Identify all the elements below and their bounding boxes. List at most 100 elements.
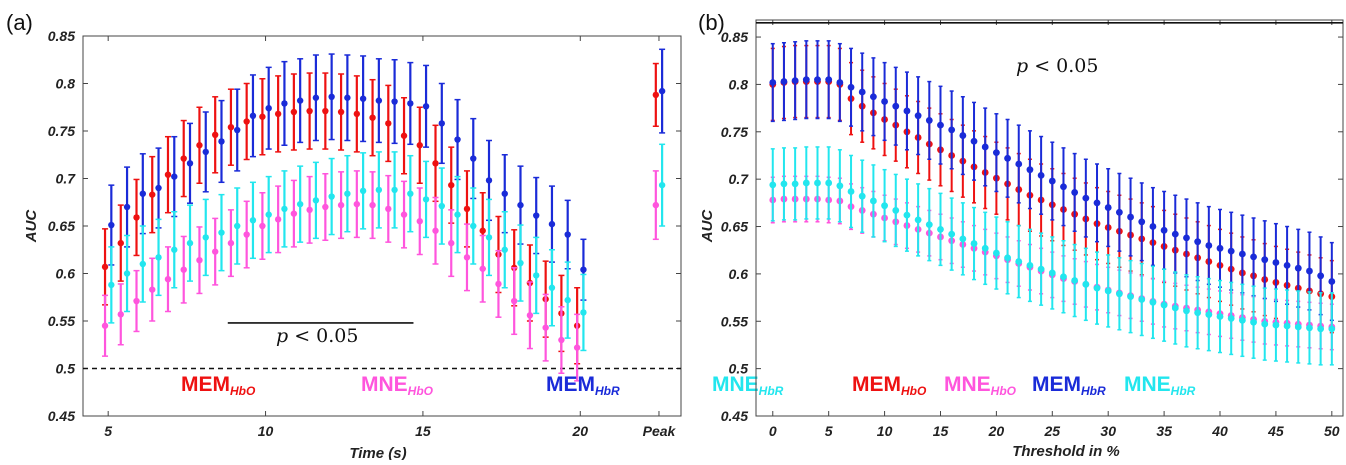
panel-b-ytick-label: 0.85 bbox=[721, 29, 748, 45]
panel-a-ytick-label: 0.45 bbox=[48, 408, 75, 424]
panel-a-data-point bbox=[218, 138, 225, 145]
panel-a-data-point bbox=[548, 220, 556, 228]
panel-b-ytick-label: 0.7 bbox=[729, 171, 750, 187]
panel-a-data-point bbox=[337, 108, 345, 116]
panel-b-data-point bbox=[992, 249, 1000, 257]
panel-b-data-point bbox=[914, 216, 922, 224]
panel-a-data-point bbox=[407, 190, 414, 197]
panel-b-data-point bbox=[1071, 277, 1079, 284]
panel-a-xtick-label: 20 bbox=[571, 423, 588, 439]
panel-a-data-point bbox=[202, 234, 209, 241]
panel-a-data-point bbox=[416, 218, 423, 225]
panel-b-data-point bbox=[1093, 199, 1101, 207]
panel-a-data-point bbox=[155, 184, 162, 192]
panel-b-data-point bbox=[1104, 287, 1112, 295]
panel-b-data-point bbox=[1250, 318, 1257, 326]
panel-b-label: (b) bbox=[698, 10, 725, 35]
panel-a-peak-point bbox=[658, 181, 666, 189]
panel-b-data-point bbox=[825, 76, 833, 84]
panel-a-data-point bbox=[526, 312, 534, 319]
panel-b-data-point bbox=[836, 182, 844, 190]
panel-a-data-point bbox=[211, 248, 219, 255]
panel-b-xtick-label: 10 bbox=[877, 423, 893, 439]
panel-a-data-point bbox=[479, 265, 486, 272]
panel-b-data-point bbox=[1238, 250, 1246, 258]
panel-a-data-point bbox=[375, 186, 383, 194]
panel-b-data-point bbox=[959, 132, 967, 139]
panel-a-data-point bbox=[171, 173, 178, 180]
panel-a-x-axis-label: Time (s) bbox=[349, 445, 406, 460]
panel-a-marks: 0.45 0.5 0.55 0.6 0.65 0.7 0.75 0.8 0.85 5 10 15 20 P… bbox=[48, 28, 784, 439]
panel-b-data-point bbox=[1250, 253, 1257, 261]
panel-b-data-point bbox=[1104, 204, 1112, 211]
panel-a-data-point bbox=[227, 124, 235, 131]
panel-a-ytick-label: 0.8 bbox=[56, 76, 76, 92]
panel-b-xtick-label: 15 bbox=[933, 423, 949, 439]
panel-a-data-point bbox=[517, 201, 524, 209]
panel-a-data-point bbox=[123, 203, 131, 211]
panel-b-data-point bbox=[1060, 273, 1067, 281]
panel-b-data-point bbox=[769, 79, 777, 86]
panel-b-plot-area bbox=[755, 19, 1344, 417]
panel-a-data-point bbox=[400, 211, 408, 218]
panel-b-data-point bbox=[870, 93, 877, 101]
panel-a-data-point bbox=[322, 107, 329, 115]
panel-b-data-point bbox=[1205, 311, 1213, 319]
panel-a-data-point bbox=[337, 201, 345, 209]
panel-a-data-point bbox=[133, 214, 140, 221]
panel-b-xtick-label: 40 bbox=[1211, 423, 1228, 439]
panel-b-ytick-label: 0.75 bbox=[721, 124, 748, 140]
panel-b-data-point bbox=[1037, 171, 1045, 179]
panel-a-data-point bbox=[510, 297, 518, 305]
panel-b-data-point bbox=[1026, 166, 1034, 174]
panel-a-data-point bbox=[265, 105, 272, 112]
panel-a-data-point bbox=[234, 222, 241, 230]
panel-b-data-point bbox=[1317, 272, 1325, 280]
panel-b-data-point bbox=[948, 230, 956, 238]
panel-a-data-point bbox=[249, 217, 257, 224]
panel-b-data-point bbox=[1093, 284, 1101, 292]
panel-b-data-point bbox=[1048, 177, 1056, 185]
panel-b-data-point bbox=[1216, 313, 1224, 320]
panel-b-data-point bbox=[1115, 208, 1123, 216]
panel-a-data-point bbox=[108, 281, 115, 289]
panel-a-data-point bbox=[328, 193, 335, 200]
panel-b-data-point bbox=[1294, 323, 1302, 331]
panel-a-data-point bbox=[359, 187, 367, 195]
panel-b-data-point bbox=[1328, 325, 1336, 333]
panel-a-data-point bbox=[470, 155, 477, 162]
panel-b-data-point bbox=[892, 102, 900, 110]
panel-b-data-point bbox=[1227, 247, 1235, 255]
panel-a-y-axis-label: AUC bbox=[23, 209, 40, 244]
panel-b-data-point bbox=[1127, 293, 1134, 301]
panel-a-ytick-label: 0.5 bbox=[56, 361, 76, 377]
panel-a-data-point bbox=[448, 239, 455, 247]
panel-b-data-point bbox=[1328, 278, 1336, 285]
panel-b-data-point bbox=[769, 181, 777, 189]
panel-b-data-point bbox=[791, 77, 799, 85]
panel-b-data-point bbox=[903, 107, 911, 115]
panel-b-data-point bbox=[1194, 238, 1202, 246]
panel-a-data-point bbox=[108, 221, 115, 229]
panel-a-data-point bbox=[422, 103, 430, 110]
panel-a-data-point bbox=[533, 212, 540, 219]
panel-a-data-point bbox=[542, 324, 549, 331]
panel-b-data-point bbox=[1160, 301, 1168, 309]
panel-a-peak-point bbox=[658, 87, 666, 95]
panel-a-xtick-label: 10 bbox=[258, 423, 274, 439]
panel-b-data-point bbox=[802, 179, 810, 187]
panel-a-data-point bbox=[438, 202, 445, 210]
panel-a-data-point bbox=[385, 120, 392, 127]
panel-a-ytick-label: 0.7 bbox=[56, 171, 77, 187]
panel-b-data-point bbox=[970, 240, 978, 247]
panel-b-data-point bbox=[1294, 264, 1302, 272]
panel-a-data-point bbox=[202, 148, 209, 156]
panel-b-data-point bbox=[970, 137, 978, 145]
panel-a-data-point bbox=[249, 112, 257, 120]
panel-b-data-point bbox=[1227, 315, 1235, 322]
panel-b-data-point bbox=[914, 112, 922, 120]
panel-b-data-point bbox=[1306, 324, 1313, 332]
panel-a-data-point bbox=[243, 118, 250, 125]
panel-b-data-point bbox=[903, 211, 911, 219]
